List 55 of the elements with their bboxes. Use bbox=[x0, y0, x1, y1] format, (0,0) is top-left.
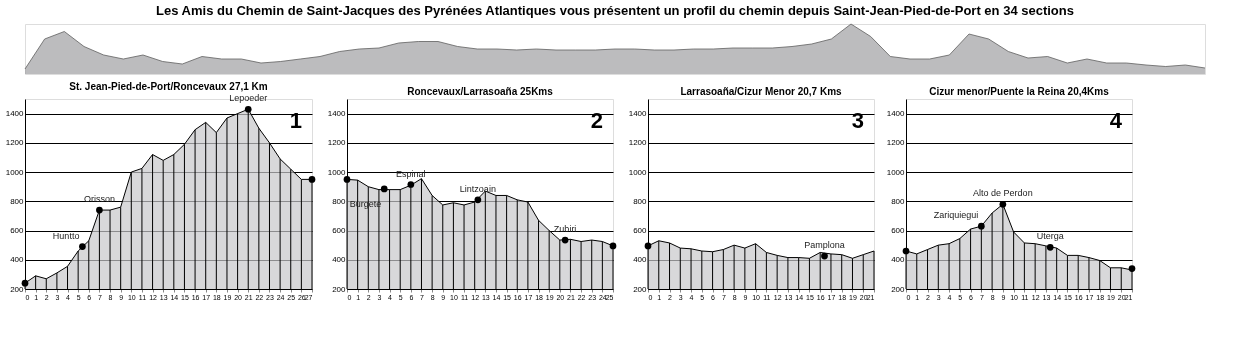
point bbox=[1128, 265, 1136, 272]
y-tick-label: 400 bbox=[633, 255, 648, 265]
point bbox=[79, 243, 86, 250]
point bbox=[1046, 244, 1054, 251]
y-tick-label: 600 bbox=[332, 226, 347, 236]
y-tick-label: 400 bbox=[10, 255, 25, 265]
y-tick-label: 200 bbox=[10, 284, 25, 294]
annotation: Huntto bbox=[52, 230, 80, 241]
point bbox=[474, 196, 482, 204]
annotation: Alto de Perdon bbox=[973, 188, 1033, 199]
y-tick-label: 1200 bbox=[628, 138, 648, 148]
y-tick-label: 1000 bbox=[327, 167, 347, 177]
y-tick-label: 1200 bbox=[5, 138, 25, 148]
y-tick-label: 1000 bbox=[886, 167, 906, 177]
annotation: Zariquiegui bbox=[933, 210, 979, 221]
y-tick-label: 200 bbox=[332, 284, 347, 294]
point bbox=[407, 181, 415, 188]
y-tick-label: 1000 bbox=[5, 167, 25, 177]
y-tick-label: 800 bbox=[633, 196, 648, 206]
chart-title: Larrasoaña/Cizur Menor 20,7 Kms bbox=[680, 86, 843, 97]
point bbox=[609, 242, 617, 250]
point bbox=[96, 206, 103, 214]
y-tick-label: 200 bbox=[891, 284, 906, 294]
y-tick-label: 600 bbox=[10, 226, 25, 236]
y-tick-label: 400 bbox=[332, 255, 347, 265]
point bbox=[308, 176, 316, 183]
point bbox=[561, 236, 569, 244]
point bbox=[977, 222, 985, 230]
y-tick-label: 1400 bbox=[327, 109, 347, 119]
y-tick-label: 800 bbox=[332, 196, 347, 206]
chart-title: St. Jean-Pied-de-Port/Roncevaux 27,1 Km bbox=[69, 81, 268, 93]
point bbox=[343, 176, 351, 183]
y-tick-label: 1400 bbox=[886, 109, 906, 119]
point bbox=[244, 105, 252, 113]
point bbox=[902, 247, 910, 255]
annotation: Uterga bbox=[1036, 231, 1064, 242]
point bbox=[21, 279, 29, 287]
y-tick-label: 1400 bbox=[5, 109, 25, 119]
y-tick-label: 800 bbox=[891, 196, 906, 206]
annotation: Lepoeder bbox=[229, 93, 268, 104]
y-tick-label: 1400 bbox=[628, 109, 648, 119]
y-tick-label: 1200 bbox=[327, 138, 347, 148]
y-tick-label: 1000 bbox=[628, 167, 648, 177]
y-tick-label: 600 bbox=[633, 226, 648, 236]
y-tick-label: 1200 bbox=[886, 138, 906, 148]
chart-title: Cizur menor/Puente la Reina 20,4Kms bbox=[929, 86, 1110, 97]
chart-title: Les Amis du Chemin de Saint-Jacques des Pyrénées Atlantiques vous présentent un profil du chemin depuis Saint-Jean-Pied-de-Port en 34 sections bbox=[156, 3, 1074, 19]
annotation: Lintzoain bbox=[459, 183, 496, 194]
annotation: Pamplona bbox=[804, 240, 845, 251]
y-tick-label: 200 bbox=[633, 284, 648, 294]
y-tick-label: 800 bbox=[10, 196, 25, 206]
chart-title: Roncevaux/Larrasoaña 25Kms bbox=[407, 86, 554, 97]
y-tick-label: 600 bbox=[891, 226, 906, 236]
y-tick-label: 400 bbox=[891, 255, 906, 265]
point bbox=[380, 185, 388, 193]
